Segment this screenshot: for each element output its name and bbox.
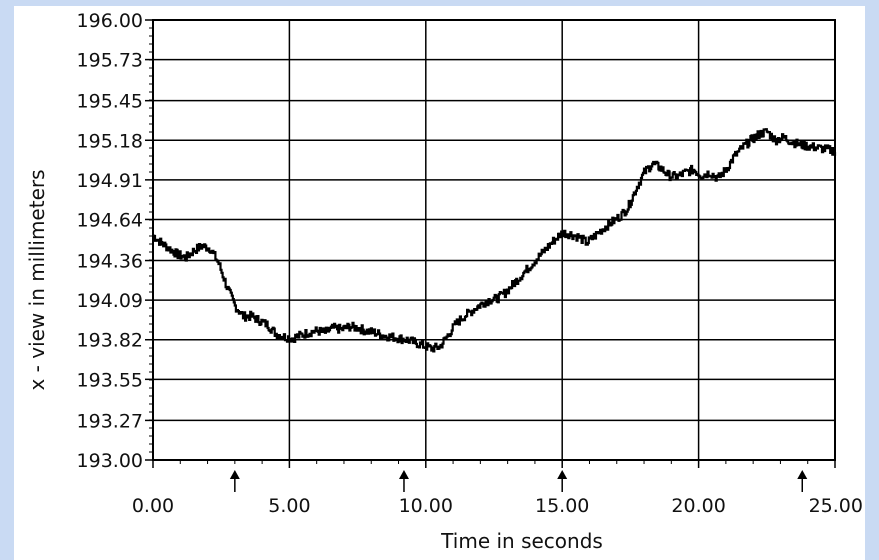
arrow-head — [229, 470, 240, 479]
arrow-marker — [797, 470, 808, 492]
y-tick-label: 193.55 — [77, 369, 143, 391]
arrow-marker — [557, 470, 568, 492]
minor-ticks — [149, 19, 836, 464]
x-tick-label: 5.00 — [268, 495, 310, 517]
plot-border — [152, 19, 836, 461]
x-tick-label: 10.00 — [399, 495, 453, 517]
arrow-head — [557, 470, 568, 479]
arrow-marker — [398, 470, 409, 492]
x-tick-label: 0.00 — [132, 495, 174, 517]
y-tick-labels: 193.00 193.27 193.55 193.82 194.09 194.36 194.… — [77, 10, 143, 472]
arrow-markers — [229, 470, 808, 492]
line-chart: 193.00 193.27 193.55 193.82 194.09 194.36 194.… — [25, 10, 863, 553]
x-tick-label: 20.00 — [671, 495, 725, 517]
y-tick-label: 194.36 — [77, 251, 143, 273]
x-axis-label: Time in seconds — [440, 529, 603, 553]
y-tick-label: 194.64 — [77, 209, 143, 231]
arrow-head — [398, 470, 409, 479]
x-tick-label: 25.00 — [809, 495, 863, 517]
y-tick-label: 196.00 — [77, 10, 143, 32]
grid-lines — [145, 19, 836, 468]
series-group — [152, 128, 837, 353]
series-line — [152, 128, 837, 353]
arrow-head — [797, 470, 808, 479]
y-tick-label: 194.09 — [77, 290, 143, 312]
y-tick-label: 195.18 — [77, 130, 143, 152]
y-tick-label: 193.82 — [77, 330, 143, 352]
arrow-marker — [229, 470, 240, 492]
chart-frame: 193.00 193.27 193.55 193.82 194.09 194.36 194.… — [14, 6, 865, 560]
y-tick-label: 195.45 — [77, 91, 143, 113]
y-tick-label: 194.91 — [77, 170, 143, 192]
y-tick-label: 195.73 — [77, 50, 143, 72]
y-tick-label: 193.27 — [77, 410, 143, 432]
y-tick-label: 193.00 — [77, 450, 143, 472]
x-tick-labels: 0.00 5.00 10.00 15.00 20.00 25.00 — [132, 495, 863, 517]
y-axis-label: x - view in millimeters — [25, 169, 49, 390]
x-tick-label: 15.00 — [535, 495, 589, 517]
